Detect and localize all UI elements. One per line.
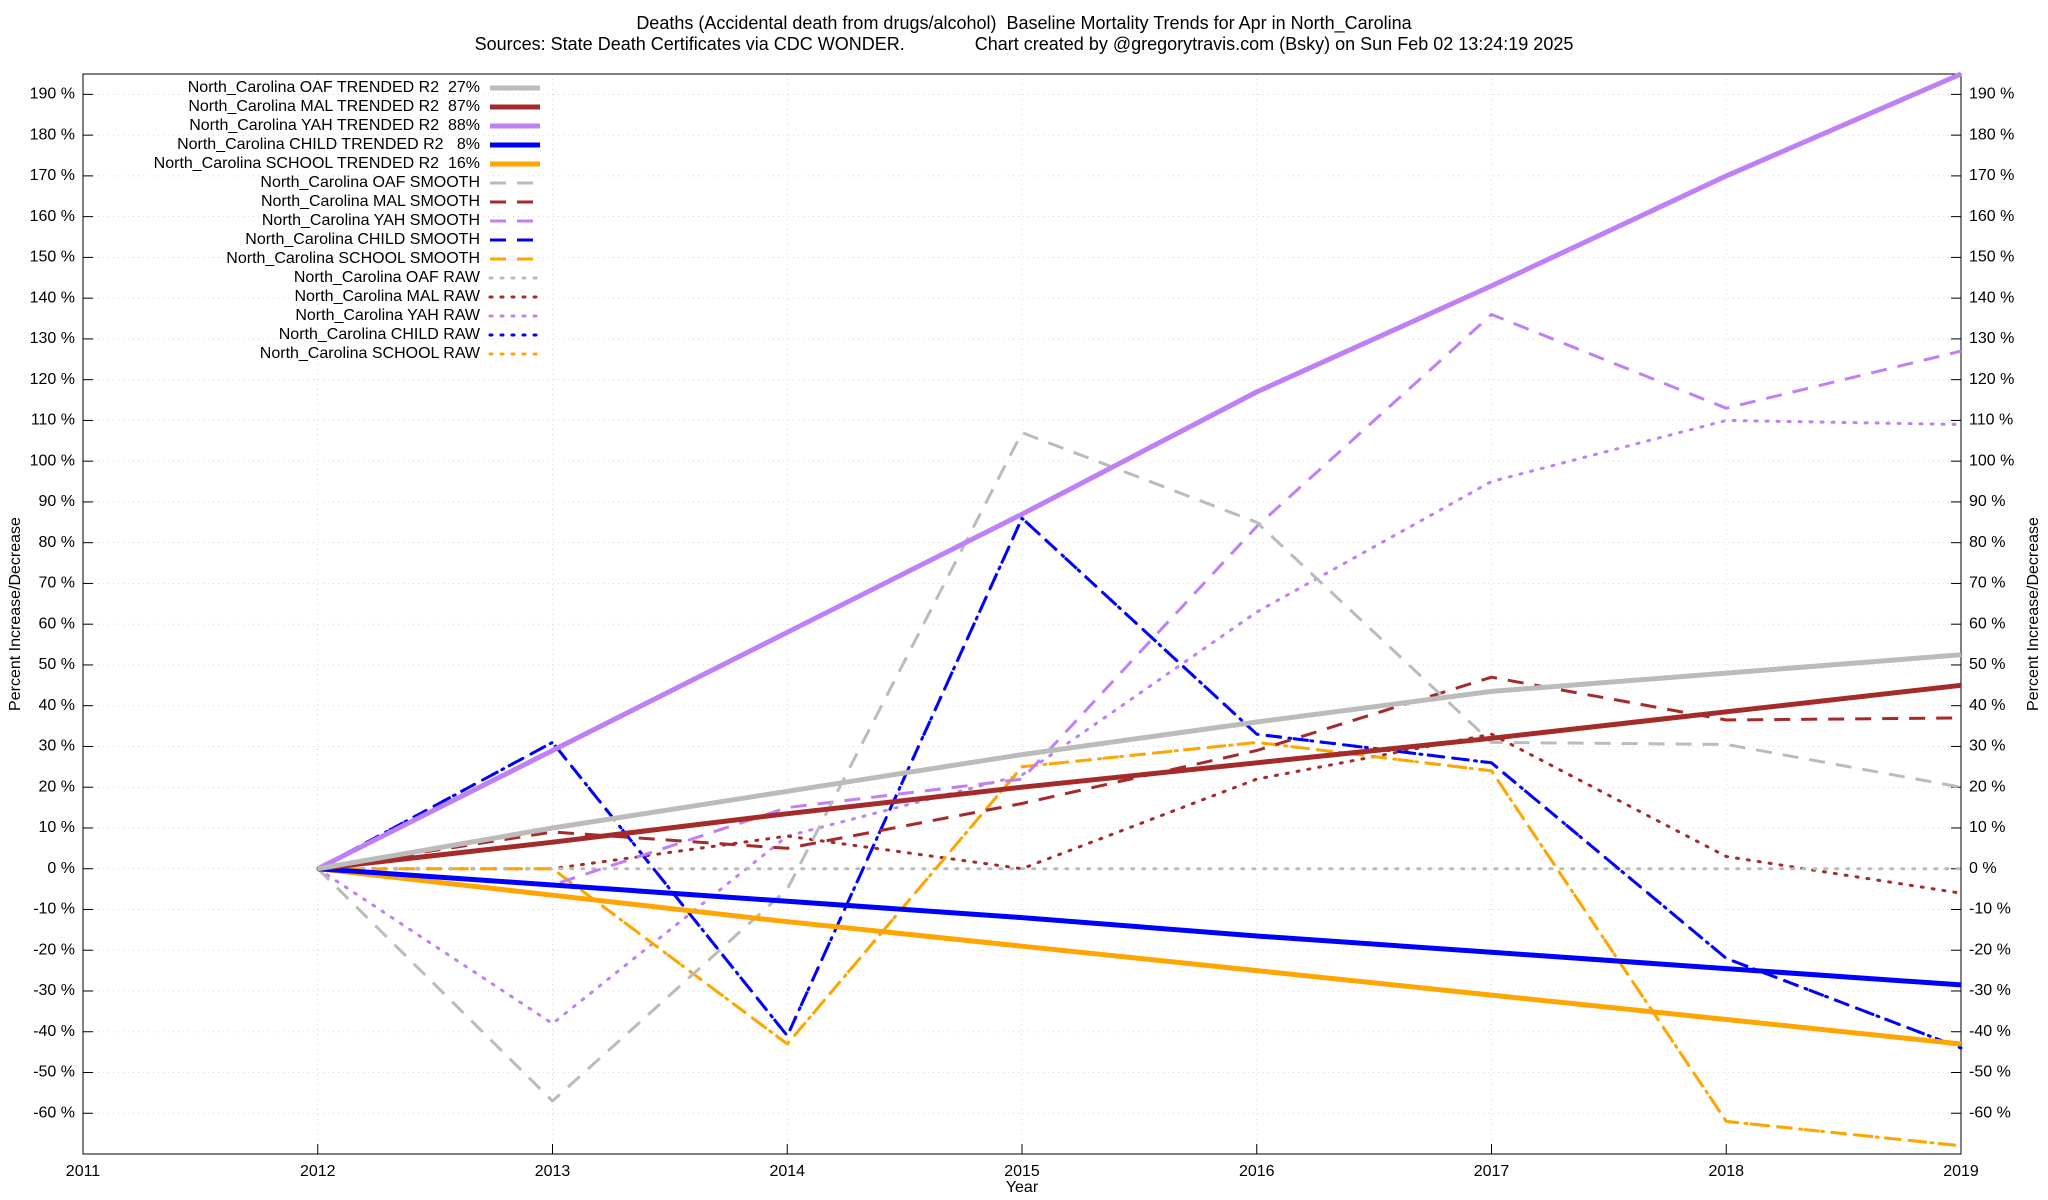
- y-tick-label: 180 %: [30, 126, 75, 143]
- y-tick-label: 90 %: [39, 493, 75, 510]
- legend-label: North_Carolina SCHOOL TRENDED R2 16%: [154, 155, 480, 172]
- y-tick-label: 130 %: [30, 330, 75, 347]
- y2-tick-label: 20 %: [1969, 778, 2005, 795]
- y-tick-label: 10 %: [39, 819, 75, 836]
- y-tick-label: 190 %: [30, 86, 75, 103]
- x-tick-label: 2011: [66, 1163, 101, 1180]
- legend-label: North_Carolina MAL RAW: [294, 288, 480, 305]
- x-tick-label: 2014: [769, 1163, 805, 1180]
- y2-tick-label: -10 %: [1969, 901, 2011, 918]
- series-line: [316, 71, 1962, 871]
- y-tick-label: -40 %: [33, 1023, 75, 1040]
- plot-border: [82, 73, 1962, 1155]
- y2-tick-label: 30 %: [1969, 738, 2005, 755]
- x-tick-label: 2019: [1943, 1163, 1979, 1180]
- series-line: [317, 516, 1962, 1050]
- x-tick-label: 2016: [1239, 1163, 1275, 1180]
- series-line: [317, 682, 1962, 872]
- y-tick-label: -30 %: [33, 982, 75, 999]
- y2-tick-label: 160 %: [1969, 208, 2014, 225]
- y2-tick-label: 140 %: [1969, 289, 2014, 306]
- y-axis-label: Percent Increase/Decrease: [7, 517, 24, 711]
- y-tick-label: 120 %: [30, 371, 75, 388]
- y2-tick-label: 60 %: [1969, 615, 2005, 632]
- series-line: [316, 431, 1962, 1103]
- y-tick-label: 50 %: [39, 656, 75, 673]
- y2-tick-label: 40 %: [1969, 697, 2005, 714]
- y-tick-label: 60 %: [39, 615, 75, 632]
- x-axis-label: Year: [1006, 1179, 1039, 1196]
- y-tick-label: 170 %: [30, 167, 75, 184]
- y2-tick-label: 110 %: [1969, 412, 2013, 429]
- legend-label: North_Carolina SCHOOL SMOOTH: [226, 250, 480, 267]
- y-tick-label: 0 %: [47, 860, 75, 877]
- series-line: [316, 732, 1963, 895]
- y2-tick-label: 170 %: [1969, 167, 2014, 184]
- legend-label: North_Carolina MAL TRENDED R2 87%: [188, 98, 480, 115]
- y-tick-label: 150 %: [30, 249, 75, 266]
- y2-tick-label: 190 %: [1969, 86, 2014, 103]
- y-tick-label: -50 %: [33, 1064, 75, 1081]
- series-line: [317, 675, 1962, 871]
- y2-tick-label: -50 %: [1969, 1064, 2011, 1081]
- y-tick-label: -20 %: [33, 941, 75, 958]
- series-line: [317, 313, 1962, 887]
- y-tick-label: 20 %: [39, 778, 75, 795]
- y-tick-label: -60 %: [33, 1104, 75, 1121]
- y-tick-label: 40 %: [39, 697, 75, 714]
- y2-tick-label: -20 %: [1969, 941, 2011, 958]
- y2-tick-label: 70 %: [1969, 575, 2005, 592]
- y2-tick-label: 10 %: [1969, 819, 2005, 836]
- legend-label: North_Carolina SCHOOL RAW: [260, 345, 481, 362]
- x-tick-label: 2015: [1004, 1163, 1040, 1180]
- y-tick-label: 70 %: [39, 575, 75, 592]
- y-tick-label: -10 %: [33, 901, 75, 918]
- y2-tick-label: -60 %: [1969, 1104, 2011, 1121]
- y2-tick-label: 120 %: [1969, 371, 2014, 388]
- legend-label: North_Carolina CHILD RAW: [279, 326, 481, 343]
- legend-label: North_Carolina OAF RAW: [294, 269, 481, 286]
- y2-tick-label: 100 %: [1969, 452, 2014, 469]
- y-tick-label: 110 %: [31, 412, 75, 429]
- x-tick-label: 2013: [535, 1163, 571, 1180]
- series-line: [317, 652, 1962, 872]
- legend-label: North_Carolina YAH TRENDED R2 88%: [189, 117, 480, 134]
- y2-axis-label: Percent Increase/Decrease: [2025, 517, 2042, 711]
- y2-tick-label: 90 %: [1969, 493, 2005, 510]
- series-line: [317, 866, 1962, 988]
- legend-label: North_Carolina CHILD TRENDED R2 8%: [177, 136, 480, 153]
- y-tick-label: 160 %: [30, 208, 75, 225]
- legend-label: North_Carolina OAF TRENDED R2 27%: [188, 79, 480, 96]
- y-tick-label: 80 %: [39, 534, 75, 551]
- y2-tick-label: 0 %: [1969, 860, 1997, 877]
- legend-label: North_Carolina MAL SMOOTH: [261, 193, 480, 210]
- y-tick-label: 100 %: [30, 452, 75, 469]
- y2-tick-label: -40 %: [1969, 1023, 2011, 1040]
- legend-label: North_Carolina YAH RAW: [295, 307, 481, 324]
- x-tick-label: 2012: [300, 1163, 336, 1180]
- y2-tick-label: 50 %: [1969, 656, 2005, 673]
- series-line: [317, 866, 1962, 1047]
- legend-label: North_Carolina OAF SMOOTH: [260, 174, 480, 191]
- legend-label: North_Carolina YAH SMOOTH: [262, 212, 480, 229]
- legend-label: North_Carolina CHILD SMOOTH: [245, 231, 480, 248]
- y-tick-label: 30 %: [39, 738, 75, 755]
- y2-tick-label: 80 %: [1969, 534, 2005, 551]
- y2-tick-label: 150 %: [1969, 249, 2014, 266]
- x-tick-label: 2018: [1708, 1163, 1744, 1180]
- y2-tick-label: 130 %: [1969, 330, 2014, 347]
- series-line: [316, 418, 1963, 1026]
- y2-tick-label: -30 %: [1969, 982, 2011, 999]
- chart-title: Deaths (Accidental death from drugs/alco…: [636, 13, 1412, 34]
- x-tick-label: 2017: [1474, 1163, 1510, 1180]
- chart-subtitle: Sources: State Death Certificates via CD…: [475, 34, 1574, 54]
- y2-tick-label: 180 %: [1969, 126, 2014, 143]
- y-tick-label: 140 %: [30, 289, 75, 306]
